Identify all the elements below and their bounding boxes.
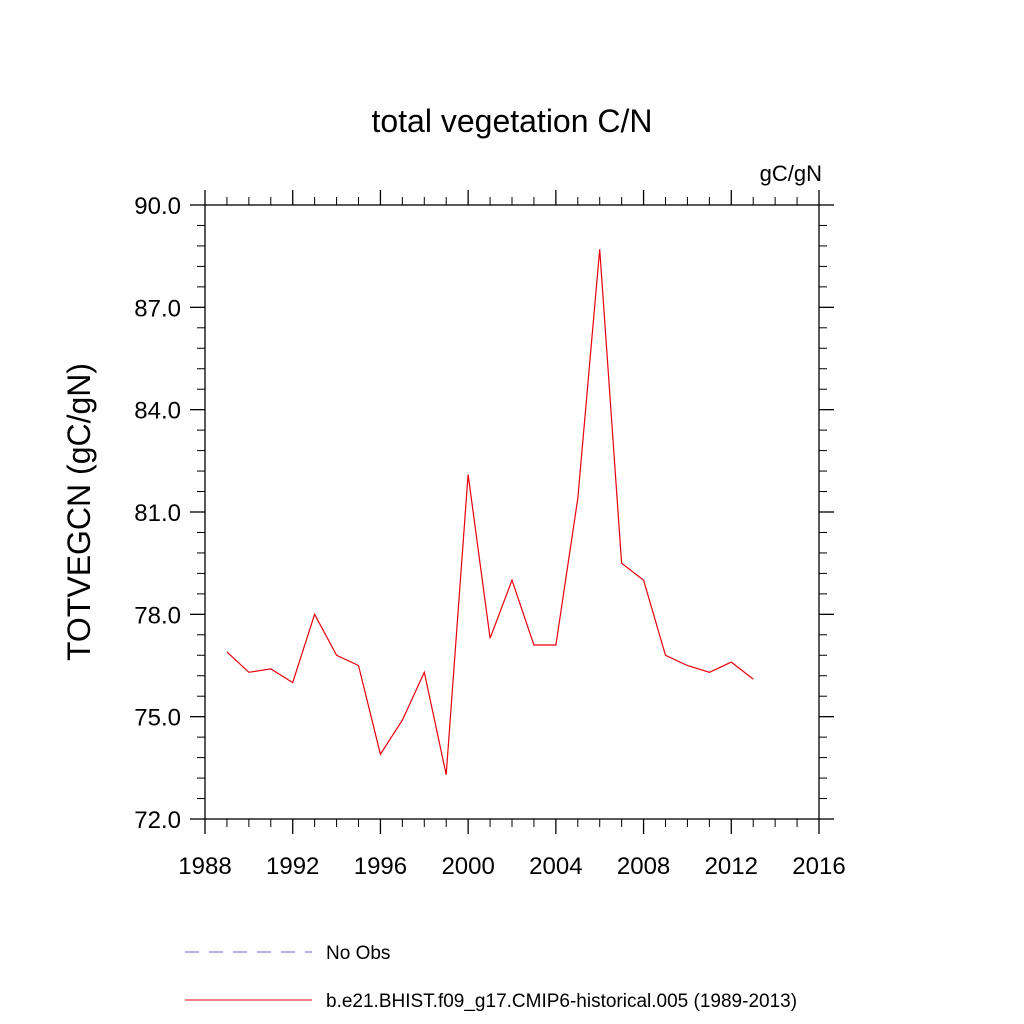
x-tick-label: 1992 [266, 853, 319, 880]
plot-frame [204, 204, 820, 820]
units-label: gC/gN [760, 161, 822, 186]
y-tick-label: 90.0 [134, 193, 181, 220]
y-tick-label: 78.0 [134, 602, 181, 629]
x-tick-label: 2004 [529, 853, 582, 880]
x-tick-label: 1988 [178, 853, 231, 880]
axis-ticks [190, 190, 834, 834]
y-tick-label: 72.0 [134, 807, 181, 834]
x-tick-label: 2008 [617, 853, 670, 880]
legend: No Obs b.e21.BHIST.f09_g17.CMIP6-historic… [185, 943, 797, 1012]
series-line [226, 249, 754, 775]
y-tick-label: 87.0 [134, 295, 181, 322]
chart-title: total vegetation C/N [371, 103, 652, 139]
y-tick-label: 81.0 [134, 500, 181, 527]
x-tick-label: 2016 [792, 853, 845, 880]
y-axis-label: TOTVEGCN (gC/gN) [61, 363, 97, 661]
x-tick-label: 2012 [705, 853, 758, 880]
tick-labels: 1988 1992 1996 2000 2004 2008 2012 2016 72.0 75.0… [134, 193, 845, 880]
series-layer [226, 249, 754, 775]
legend-label: No Obs [326, 943, 390, 964]
y-tick-label: 84.0 [134, 398, 181, 425]
x-tick-label: 1996 [354, 853, 407, 880]
y-tick-label: 75.0 [134, 705, 181, 732]
x-tick-label: 2000 [441, 853, 494, 880]
legend-label: b.e21.BHIST.f09_g17.CMIP6-historical.005… [326, 991, 797, 1012]
